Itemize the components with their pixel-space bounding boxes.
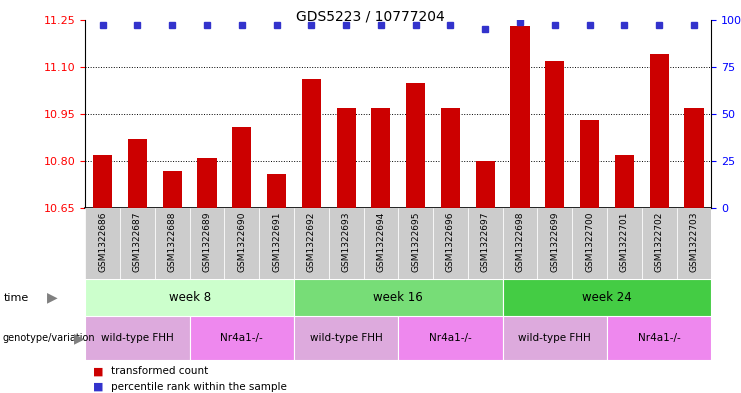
Bar (267, 174, 286, 208)
Bar (441, 108, 460, 208)
Text: GDS5223 / 10777204: GDS5223 / 10777204 (296, 10, 445, 24)
Text: GSM1322697: GSM1322697 (481, 212, 490, 272)
Bar (502, 316, 607, 360)
Text: genotype/variation: genotype/variation (2, 333, 95, 343)
Bar (364, 208, 398, 279)
Bar (155, 208, 190, 279)
Text: week 24: week 24 (582, 291, 632, 304)
Text: ■: ■ (93, 366, 103, 376)
Text: ▶: ▶ (47, 291, 57, 305)
Bar (294, 316, 398, 360)
Bar (128, 139, 147, 208)
Text: percentile rank within the sample: percentile rank within the sample (111, 382, 287, 392)
Text: time: time (4, 293, 29, 303)
Text: Nr4a1-/-: Nr4a1-/- (638, 333, 680, 343)
Text: GSM1322688: GSM1322688 (167, 212, 176, 272)
Text: GSM1322698: GSM1322698 (516, 212, 525, 272)
Bar (537, 208, 572, 279)
Bar (580, 120, 599, 208)
Text: GSM1322689: GSM1322689 (202, 212, 211, 272)
Text: ▶: ▶ (74, 331, 84, 345)
Text: GSM1322690: GSM1322690 (237, 212, 246, 272)
Text: GSM1322703: GSM1322703 (689, 212, 699, 272)
Bar (615, 155, 634, 208)
Bar (93, 155, 112, 208)
Bar (259, 208, 294, 279)
Bar (190, 316, 294, 360)
Bar (190, 208, 225, 279)
Bar (302, 79, 321, 208)
Bar (476, 161, 495, 208)
Bar (336, 108, 356, 208)
Text: GSM1322687: GSM1322687 (133, 212, 142, 272)
Bar (572, 208, 607, 279)
Text: GSM1322693: GSM1322693 (342, 212, 350, 272)
Text: GSM1322691: GSM1322691 (272, 212, 281, 272)
Text: wild-type FHH: wild-type FHH (310, 333, 382, 343)
Bar (607, 316, 711, 360)
Text: GSM1322694: GSM1322694 (376, 212, 385, 272)
Bar (197, 158, 216, 208)
Bar (120, 208, 155, 279)
Text: GSM1322696: GSM1322696 (446, 212, 455, 272)
Bar (511, 26, 530, 208)
Bar (399, 208, 433, 279)
Text: GSM1322701: GSM1322701 (620, 212, 629, 272)
Text: GSM1322692: GSM1322692 (307, 212, 316, 272)
Bar (85, 316, 190, 360)
Text: week 16: week 16 (373, 291, 423, 304)
Text: GSM1322695: GSM1322695 (411, 212, 420, 272)
Bar (642, 208, 677, 279)
Text: transformed count: transformed count (111, 366, 208, 376)
Bar (232, 127, 251, 208)
Bar (685, 108, 703, 208)
Bar (433, 208, 468, 279)
Text: Nr4a1-/-: Nr4a1-/- (220, 333, 263, 343)
Text: week 8: week 8 (168, 291, 210, 304)
Bar (677, 208, 711, 279)
Text: wild-type FHH: wild-type FHH (101, 333, 174, 343)
Bar (85, 208, 120, 279)
Text: ■: ■ (93, 382, 103, 392)
Bar (225, 208, 259, 279)
Text: GSM1322686: GSM1322686 (98, 212, 107, 272)
Text: GSM1322700: GSM1322700 (585, 212, 594, 272)
Bar (85, 279, 294, 316)
Bar (294, 208, 329, 279)
Bar (502, 279, 711, 316)
Bar (399, 316, 502, 360)
Text: GSM1322699: GSM1322699 (551, 212, 559, 272)
Bar (502, 208, 537, 279)
Text: wild-type FHH: wild-type FHH (519, 333, 591, 343)
Bar (545, 61, 565, 208)
Bar (371, 108, 391, 208)
Bar (650, 54, 668, 208)
Bar (406, 83, 425, 208)
Text: Nr4a1-/-: Nr4a1-/- (429, 333, 472, 343)
Bar (607, 208, 642, 279)
Bar (294, 279, 502, 316)
Bar (162, 171, 182, 208)
Text: GSM1322702: GSM1322702 (655, 212, 664, 272)
Bar (329, 208, 364, 279)
Bar (468, 208, 502, 279)
